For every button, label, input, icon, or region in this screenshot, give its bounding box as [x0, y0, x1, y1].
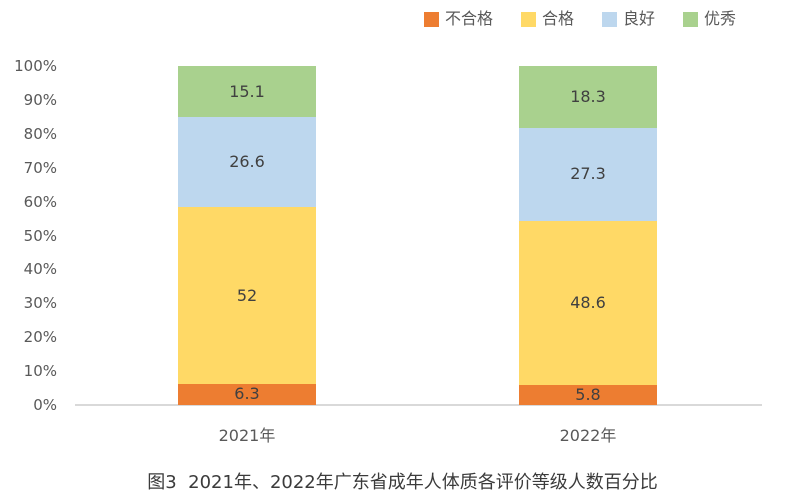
y-tick-label: 90%: [23, 90, 57, 109]
data-label-fail: 6.3: [234, 384, 260, 404]
data-label-pass: 52: [236, 285, 258, 305]
data-label-pass: 48.6: [570, 292, 606, 312]
y-tick-label: 10%: [23, 362, 57, 381]
legend-label-excellent: 优秀: [704, 9, 737, 28]
y-tick-label: 60%: [23, 192, 57, 211]
bar-segment-fail: 6.3: [178, 383, 316, 405]
legend-swatch-fail: [424, 11, 439, 27]
legend-swatch-good: [602, 11, 618, 27]
legend-item-good: 良好: [602, 9, 655, 29]
data-label-good: 27.3: [570, 164, 606, 184]
data-label-good: 26.6: [229, 152, 265, 172]
data-label-excellent: 18.3: [570, 87, 606, 107]
y-tick-label: 0%: [33, 396, 57, 414]
x-tick-label-2021: 2021年: [218, 426, 276, 445]
y-tick-label: 70%: [23, 158, 57, 177]
legend: 不合格 合格 良好 优秀: [424, 9, 736, 29]
bar-segment-good: 26.6: [178, 117, 316, 208]
x-tick-label-2022: 2022年: [559, 426, 617, 445]
bar-2021: 6.3 52 26.6 15.1: [178, 66, 316, 405]
bar-segment-pass: 48.6: [519, 220, 657, 386]
bar-segment-excellent: 15.1: [178, 66, 316, 118]
legend-label-pass: 合格: [542, 9, 575, 28]
bar-segment-excellent: 18.3: [519, 66, 657, 129]
data-label-fail: 5.8: [575, 385, 601, 405]
y-tick-label: 20%: [23, 328, 57, 347]
bar-segment-good: 27.3: [519, 128, 657, 221]
y-tick-label: 80%: [23, 124, 57, 143]
legend-label-good: 良好: [623, 9, 656, 28]
legend-swatch-excellent: [683, 11, 699, 27]
y-tick-label: 40%: [23, 260, 57, 279]
legend-item-fail: 不合格: [424, 9, 493, 29]
legend-item-pass: 合格: [521, 9, 574, 29]
bar-segment-fail: 5.8: [519, 385, 657, 405]
y-tick-label: 30%: [23, 294, 57, 313]
legend-swatch-pass: [521, 11, 537, 27]
chart-caption: 图3 2021年、2022年广东省成年人体质各评价等级人数百分比: [147, 472, 658, 492]
bar-segment-pass: 52: [178, 207, 316, 384]
bar-2022: 5.8 48.6 27.3 18.3: [519, 66, 657, 405]
legend-label-fail: 不合格: [445, 9, 494, 28]
y-tick-label: 50%: [23, 226, 57, 245]
legend-item-excellent: 优秀: [683, 9, 736, 29]
data-label-excellent: 15.1: [229, 81, 265, 101]
x-axis-line: [75, 404, 762, 406]
y-tick-label: 100%: [14, 57, 57, 75]
